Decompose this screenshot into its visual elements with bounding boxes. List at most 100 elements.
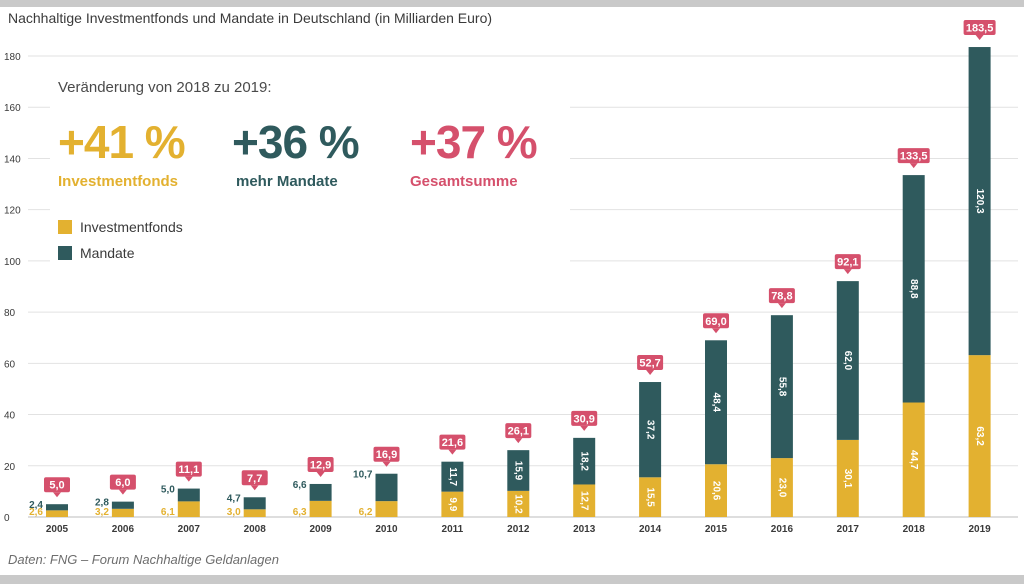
top-rule xyxy=(0,0,1024,7)
bar-mandate xyxy=(836,281,859,440)
bar-mandate xyxy=(309,483,332,501)
value-label-investmentfonds: 6,3 xyxy=(293,507,307,518)
x-tick-label: 2019 xyxy=(968,524,991,535)
change-value: +37 % xyxy=(410,116,537,168)
y-tick-label: 140 xyxy=(4,154,21,165)
chart-title: Nachhaltige Investmentfonds und Mandate … xyxy=(8,10,493,26)
bar-mandate xyxy=(968,47,991,356)
legend-swatch xyxy=(58,220,72,234)
total-callout-pointer xyxy=(382,461,391,467)
x-tick-label: 2006 xyxy=(112,524,135,535)
value-label-mandate: 2,4 xyxy=(29,500,43,511)
bar-investmentfonds xyxy=(243,509,266,517)
y-tick-label: 80 xyxy=(4,308,16,319)
total-callout-box xyxy=(834,254,861,270)
total-label: 30,9 xyxy=(573,413,594,425)
total-callout-box xyxy=(571,410,598,426)
change-heading: Veränderung von 2018 zu 2019: xyxy=(58,79,272,96)
total-label: 12,9 xyxy=(310,459,331,471)
y-tick-label: 20 xyxy=(4,462,16,473)
total-label: 21,6 xyxy=(442,437,463,449)
bar-investmentfonds xyxy=(46,510,68,517)
value-label-mandate: 2,8 xyxy=(95,498,109,509)
bar-investmentfonds xyxy=(507,490,530,517)
bar-investmentfonds xyxy=(309,500,332,517)
total-callout-box xyxy=(175,461,202,477)
value-label-mandate: 120,3 xyxy=(974,189,985,214)
total-label: 92,1 xyxy=(837,257,858,269)
bar-mandate xyxy=(441,461,464,492)
total-label: 11,1 xyxy=(178,464,199,476)
bar-investmentfonds xyxy=(573,484,596,517)
total-label: 16,9 xyxy=(376,449,397,461)
value-label-mandate: 15,9 xyxy=(513,461,524,481)
x-tick-label: 2016 xyxy=(771,524,794,535)
value-label-mandate: 4,7 xyxy=(227,493,241,504)
legend-label: Investmentfonds xyxy=(80,219,183,235)
bar-mandate xyxy=(705,340,727,465)
change-label: Gesamtsumme xyxy=(410,173,518,190)
bar-investmentfonds xyxy=(111,508,134,517)
total-label: 183,5 xyxy=(966,23,994,35)
total-callout-pointer xyxy=(184,476,193,482)
total-callout-pointer xyxy=(448,449,457,455)
value-label-mandate: 88,8 xyxy=(908,279,919,299)
value-label-investmentfonds: 30,1 xyxy=(842,469,853,489)
value-label-mandate: 55,8 xyxy=(776,377,787,397)
change-label: mehr Mandate xyxy=(236,173,338,190)
total-callout-box xyxy=(307,456,334,472)
source-note: Daten: FNG – Forum Nachhaltige Geldanlag… xyxy=(8,552,279,567)
x-tick-label: 2008 xyxy=(244,524,267,535)
y-tick-label: 0 xyxy=(4,513,10,524)
x-tick-label: 2012 xyxy=(507,524,530,535)
x-tick-label: 2011 xyxy=(442,524,464,535)
total-callout-pointer xyxy=(316,471,325,477)
total-callout-box xyxy=(703,313,729,329)
total-callout-box xyxy=(241,470,268,486)
total-callout-pointer xyxy=(777,303,786,309)
x-tick-label: 2017 xyxy=(837,524,860,535)
total-callout-box xyxy=(505,423,532,439)
total-callout-pointer xyxy=(118,489,127,495)
total-callout-box xyxy=(109,474,136,490)
bar-mandate xyxy=(375,473,398,502)
value-label-investmentfonds: 63,2 xyxy=(974,426,985,446)
value-label-mandate: 5,0 xyxy=(161,485,175,496)
total-callout-pointer xyxy=(712,328,720,334)
total-callout-pointer xyxy=(909,163,918,169)
bar-mandate xyxy=(770,315,793,459)
bar-mandate xyxy=(46,504,68,511)
bar-investmentfonds xyxy=(902,402,925,517)
value-label-investmentfonds: 20,6 xyxy=(710,481,721,501)
total-callout-pointer xyxy=(514,438,523,444)
total-label: 6,0 xyxy=(115,477,130,489)
bar-investmentfonds xyxy=(639,477,662,517)
value-label-mandate: 37,2 xyxy=(644,420,655,440)
total-label: 52,7 xyxy=(639,358,660,370)
total-callout-box xyxy=(963,20,996,36)
total-callout-pointer xyxy=(250,485,259,491)
bar-investmentfonds xyxy=(836,439,859,517)
value-label-investmentfonds: 6,2 xyxy=(359,507,373,518)
value-label-investmentfonds: 23,0 xyxy=(776,478,787,498)
value-label-mandate: 6,6 xyxy=(293,480,307,491)
total-callout-box xyxy=(373,446,400,462)
total-label: 78,8 xyxy=(771,291,792,303)
y-tick-label: 120 xyxy=(4,206,21,217)
bar-mandate xyxy=(902,175,925,403)
y-tick-label: 180 xyxy=(4,52,21,63)
value-label-investmentfonds: 44,7 xyxy=(908,450,919,470)
change-label: Investmentfonds xyxy=(58,173,178,190)
x-tick-label: 2005 xyxy=(46,524,69,535)
bottom-rule xyxy=(0,575,1024,584)
bar-mandate xyxy=(573,437,596,485)
bar-mandate xyxy=(177,488,200,502)
bar-investmentfonds xyxy=(375,501,398,517)
total-label: 26,1 xyxy=(508,426,529,438)
y-tick-label: 100 xyxy=(4,257,21,268)
bar-investmentfonds xyxy=(441,491,464,517)
value-label-mandate: 10,7 xyxy=(353,470,373,481)
x-tick-label: 2014 xyxy=(639,524,662,535)
value-label-investmentfonds: 2,6 xyxy=(29,507,43,518)
y-tick-label: 160 xyxy=(4,103,21,114)
